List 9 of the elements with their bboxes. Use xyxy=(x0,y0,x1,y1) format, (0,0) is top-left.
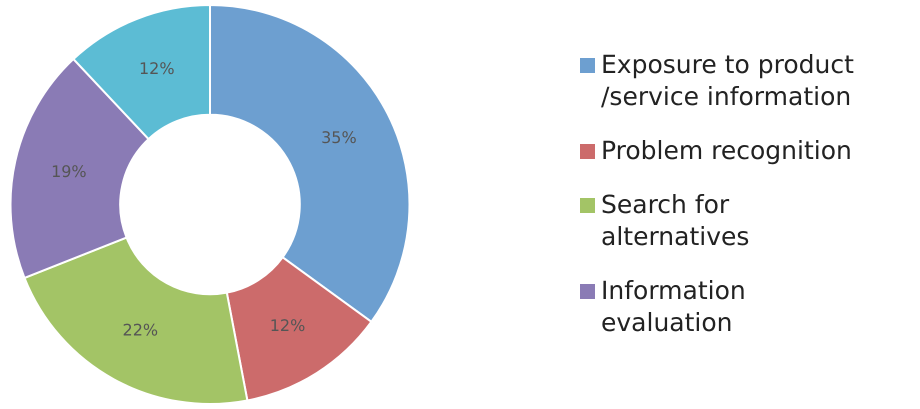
legend-label: Exposure to product /service information xyxy=(601,48,855,112)
data-label: 22% xyxy=(122,320,158,340)
legend-label: Problem recognition xyxy=(601,134,852,166)
data-label: 35% xyxy=(321,128,357,147)
data-label: 12% xyxy=(138,59,175,78)
legend-label: Search for alternatives xyxy=(601,188,750,252)
data-label: 12% xyxy=(270,316,306,335)
legend-label: Information evaluation xyxy=(601,274,747,338)
data-label: 19% xyxy=(51,162,87,182)
